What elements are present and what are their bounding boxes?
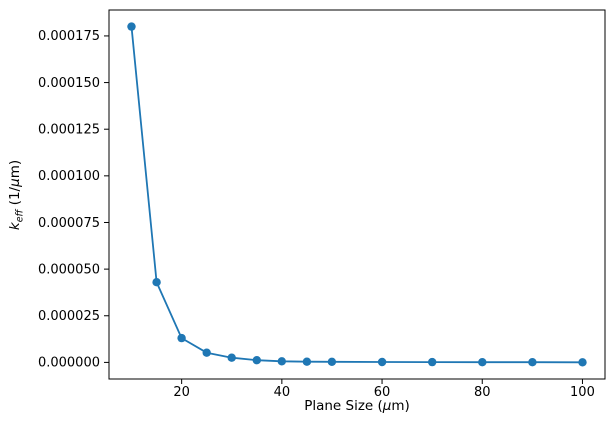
y-tick-label: 0.000025 <box>38 309 100 324</box>
y-tick-label: 0.000050 <box>38 262 100 277</box>
x-tick-label: 60 <box>374 385 391 400</box>
data-point <box>327 357 337 366</box>
x-axis-label-text: Plane Size ( <box>304 398 383 414</box>
y-axis-label-open: (1/ <box>7 186 23 210</box>
y-tick-label: 0.000150 <box>38 76 100 91</box>
y-tick-label: 0.000100 <box>38 169 100 184</box>
mu-symbol: μ <box>382 398 392 414</box>
y-axis-label-k: k <box>7 222 23 231</box>
data-point <box>377 357 387 367</box>
y-tick-label: 0.000075 <box>38 216 100 231</box>
x-tick-label: 20 <box>173 385 190 400</box>
y-axis-label-unit: m) <box>7 159 23 179</box>
data-point <box>177 333 186 343</box>
x-tick-label: 100 <box>570 385 595 400</box>
y-tick-label: 0.000000 <box>38 356 100 371</box>
x-axis-label: Plane Size (μm) <box>109 398 605 414</box>
data-point <box>277 357 286 366</box>
x-tick-label: 40 <box>274 385 291 400</box>
y-axis-label: keff (1/μm) <box>7 159 26 231</box>
data-point <box>302 357 312 366</box>
x-tick-label: 80 <box>474 385 491 400</box>
data-point <box>428 357 437 367</box>
y-tick-label: 0.000125 <box>38 122 100 137</box>
data-point <box>478 358 487 367</box>
axis-frame <box>108 9 606 380</box>
data-point <box>252 356 261 365</box>
data-point <box>127 22 136 31</box>
data-point <box>227 353 236 362</box>
x-axis-label-unit: m) <box>391 398 410 414</box>
data-line <box>130 26 583 364</box>
y-tick-label: 0.000175 <box>38 29 100 44</box>
data-point <box>578 358 587 367</box>
data-point <box>528 358 537 367</box>
data-point <box>152 278 161 287</box>
y-axis-label-subscript: eff <box>14 209 26 223</box>
data-point <box>202 348 211 357</box>
mu-symbol: μ <box>7 178 23 187</box>
